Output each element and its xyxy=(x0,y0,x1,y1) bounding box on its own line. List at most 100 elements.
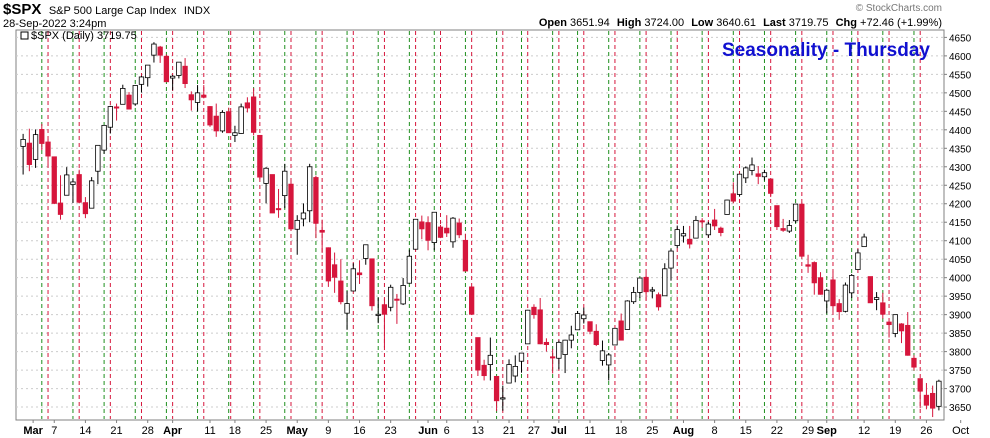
x-tick-label: 21 xyxy=(110,425,122,437)
candle-body xyxy=(799,203,805,257)
candle xyxy=(624,300,631,330)
candle xyxy=(637,277,643,299)
x-tick-label: 23 xyxy=(385,425,397,437)
candle-body xyxy=(905,324,911,356)
candle xyxy=(630,286,637,304)
candle-body xyxy=(275,208,282,211)
candles xyxy=(20,42,942,418)
candle-body xyxy=(132,85,138,105)
candle-body xyxy=(606,354,612,366)
candle xyxy=(344,290,350,330)
candle xyxy=(107,105,113,134)
candle xyxy=(525,309,531,345)
candle-body xyxy=(226,111,232,134)
candle-body xyxy=(736,173,743,195)
y-tick-label: 4650 xyxy=(949,33,972,44)
candle-body xyxy=(711,219,718,227)
candle-body xyxy=(936,380,942,407)
candle-body xyxy=(749,164,755,171)
candle xyxy=(668,248,674,281)
candle xyxy=(138,75,145,93)
x-tick-label: Jun xyxy=(418,425,438,437)
candle-body xyxy=(836,303,842,313)
candle xyxy=(898,323,905,344)
x-tick-label: 6 xyxy=(444,425,450,437)
y-tick-label: 4050 xyxy=(949,255,972,266)
y-tick-label: 4000 xyxy=(949,274,972,285)
candle xyxy=(331,252,338,293)
candle xyxy=(786,220,793,233)
candle xyxy=(699,218,705,228)
candle xyxy=(288,178,294,231)
candle xyxy=(300,203,307,227)
candle-body xyxy=(655,294,662,308)
candle xyxy=(674,225,680,249)
candle-body xyxy=(269,174,275,214)
candle-body xyxy=(425,222,431,241)
candle xyxy=(462,233,469,272)
x-tick-label: Apr xyxy=(163,425,183,437)
candle-body xyxy=(388,286,394,308)
candle xyxy=(450,217,456,248)
legend-swatch xyxy=(20,31,29,40)
candle xyxy=(120,84,126,105)
candle-body xyxy=(518,352,525,362)
candle xyxy=(849,273,855,299)
y-tick-label: 4300 xyxy=(949,163,972,174)
candle xyxy=(456,218,462,239)
candle xyxy=(618,313,624,341)
candle xyxy=(687,225,693,249)
candle-body xyxy=(356,272,363,276)
candle-body xyxy=(549,356,556,359)
low-label: Low xyxy=(691,17,714,29)
candle xyxy=(406,249,413,284)
candle xyxy=(26,128,32,172)
candle xyxy=(817,272,824,295)
candle-body xyxy=(630,292,637,303)
candle xyxy=(799,202,805,257)
candle-body xyxy=(674,229,680,246)
candle xyxy=(269,174,275,214)
candle xyxy=(163,54,170,83)
candle-body xyxy=(792,203,799,222)
last-value: 3719.75 xyxy=(788,17,829,29)
legend: $SPX (Daily) 3719.75 xyxy=(20,30,137,42)
candle xyxy=(213,103,219,137)
candle-body xyxy=(930,392,936,409)
candle-body xyxy=(107,106,113,128)
candle xyxy=(792,203,799,223)
candle xyxy=(880,292,886,319)
candle-body xyxy=(331,264,338,278)
candle xyxy=(95,144,101,185)
candle-body xyxy=(182,65,188,85)
candle-body xyxy=(755,173,761,177)
candle xyxy=(512,355,518,383)
chart-title: Seasonality - Thursday xyxy=(722,40,930,61)
y-tick-label: 3800 xyxy=(949,348,972,359)
candle xyxy=(500,385,506,411)
candle-body xyxy=(680,233,687,237)
candle-body xyxy=(325,247,332,282)
candle xyxy=(294,215,300,255)
candle xyxy=(400,278,406,306)
candle-body xyxy=(531,306,537,316)
candle xyxy=(244,97,251,113)
candle-body xyxy=(282,170,288,197)
candle-body xyxy=(344,303,350,314)
candle xyxy=(475,337,481,377)
candle xyxy=(755,166,761,185)
symbol-name-row: $SPX S&P 500 Large Cap Index INDX xyxy=(3,1,210,19)
candle xyxy=(705,221,712,238)
candle xyxy=(593,324,599,347)
candle-body xyxy=(300,212,307,220)
y-tick-label: 4500 xyxy=(949,89,972,100)
candle xyxy=(194,85,201,112)
x-tick-label: 15 xyxy=(740,425,752,437)
candle-body xyxy=(562,339,568,355)
candle xyxy=(749,157,755,176)
candle xyxy=(182,58,188,89)
candle xyxy=(481,359,487,381)
candle-body xyxy=(687,238,693,245)
candle xyxy=(356,260,363,284)
candle xyxy=(45,139,51,168)
